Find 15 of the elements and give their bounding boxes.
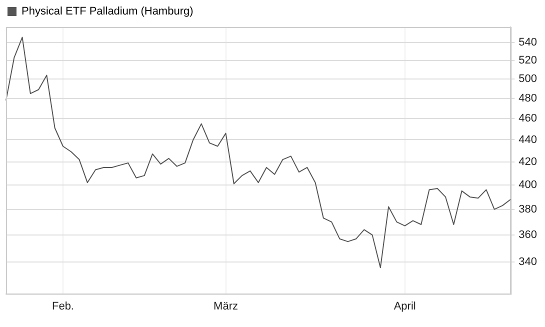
- x-tick-label: März: [214, 300, 238, 312]
- x-tick-label: Feb.: [52, 300, 74, 312]
- y-tick-label: 460: [518, 112, 538, 125]
- y-tick-label: 500: [518, 73, 538, 86]
- y-tick-label: 380: [518, 203, 538, 216]
- y-tick-label: 340: [518, 256, 538, 268]
- legend-label: Physical ETF Palladium (Hamburg): [22, 6, 194, 18]
- y-tick-label: 520: [518, 54, 538, 66]
- y-tick-label: 360: [518, 228, 538, 241]
- y-tick-label: 400: [518, 178, 538, 191]
- y-tick-label: 540: [518, 36, 538, 49]
- x-tick-label: April: [394, 300, 416, 312]
- y-tick-label: 440: [518, 134, 538, 146]
- y-tick-label: 420: [518, 156, 538, 168]
- y-tick-label: 480: [518, 92, 538, 104]
